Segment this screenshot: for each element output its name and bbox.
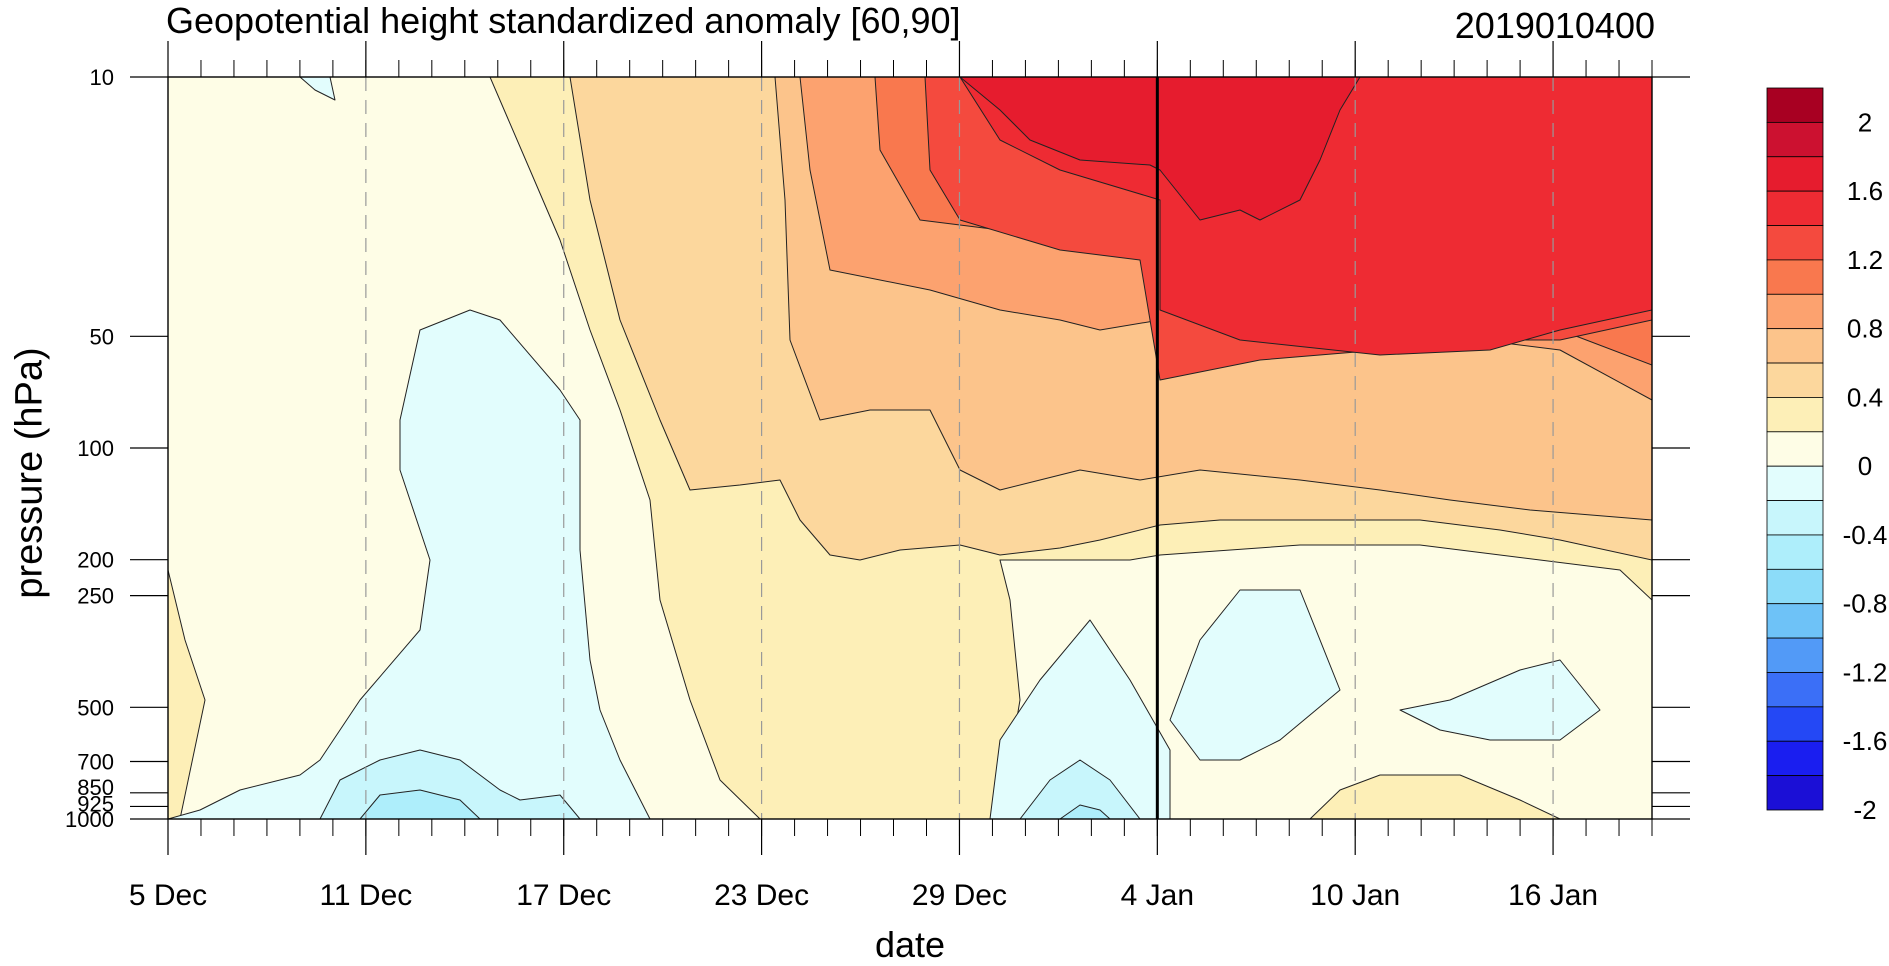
axis-ticks [130,41,1690,855]
x-tick-label: 23 Dec [714,879,809,912]
band-1.6-1.8 [959,77,1361,221]
colorbar-swatch [1766,568,1824,605]
band-neg0.2-0 [168,309,651,819]
band-neg0.2-0-top [299,77,336,101]
colorbar-swatch [1766,500,1824,536]
x-tick-label: 16 Jan [1508,879,1598,912]
colorbar-swatch [1766,87,1824,123]
colorbar-swatch [1766,706,1824,742]
colorbar-swatch [1766,156,1824,192]
colorbar-label: 1.2 [1847,245,1883,275]
contour-fills [168,77,1652,819]
colorbar-label: -0.4 [1843,520,1888,550]
chart-date-stamp: 2019010400 [1454,5,1655,46]
colorbar-swatch [1766,293,1824,330]
colorbar-label: -2 [1853,795,1876,825]
colorbar-swatch [1766,259,1824,295]
colorbar-swatch [1766,121,1824,158]
colorbar-label: 0 [1858,451,1872,481]
colorbar-label: 1.6 [1847,176,1883,206]
x-tick-label: 11 Dec [319,879,412,912]
x-axis-title: date [874,924,946,965]
colorbar-label: -1.6 [1843,726,1888,756]
band-0.2-0.4-left [168,569,206,819]
x-tick-label: 29 Dec [912,879,1007,912]
y-tick-label: 200 [77,548,114,573]
date-gridlines [365,77,1554,819]
y-tick-label: 500 [77,695,114,720]
y-tick-label: 1000 [65,807,114,832]
band-neg0.2-0-right2 [1399,659,1601,741]
colorbar-swatch [1766,672,1824,708]
y-tick-label: 700 [77,750,114,775]
band-neg0.2-0-center [989,619,1171,819]
y-tick-label: 925 [77,791,114,816]
y-tick-label: 850 [77,775,114,800]
band-neg0.4-0.2-c [1019,759,1141,819]
colorbar-swatch [1766,362,1824,398]
colorbar-label: -0.8 [1843,589,1888,619]
colorbar-swatch [1766,465,1824,501]
colorbar-swatch [1766,397,1824,433]
x-tick-label: 5 Dec [129,879,207,912]
x-tick-label: 4 Jan [1121,879,1194,912]
colorbar-swatch [1766,328,1824,364]
band-neg0.6-0.4-c [1059,804,1111,819]
colorbar-swatch [1766,637,1824,673]
colorbar: 2 1.6 1.2 0.8 0.4 0 -0.4 -0.8 -1.2 -1.6 -2 [1766,87,1888,825]
colorbar-label: 0.4 [1847,382,1883,412]
colorbar-label: -1.2 [1843,657,1888,687]
colorbar-label: 2 [1858,107,1872,137]
colorbar-swatch [1766,740,1824,777]
colorbar-swatch [1766,225,1824,261]
colorbar-swatch [1766,775,1824,811]
x-tick-label: 10 Jan [1310,879,1400,912]
axis-tick-labels: 5 Dec 11 Dec 17 Dec 23 Dec 29 Dec 4 Jan 10 Jan… [65,65,1598,912]
chart-title: Geopotential height standardized anomaly… [166,0,961,41]
x-tick-label: 17 Dec [516,879,611,912]
band-neg0.2-0-right [1169,589,1341,761]
y-tick-label: 10 [90,65,114,90]
colorbar-swatch [1766,534,1824,570]
y-tick-label: 50 [90,324,114,349]
y-tick-label: 100 [77,436,114,461]
colorbar-swatch [1766,431,1824,467]
band-0.2-0.4-bottom [1309,774,1561,819]
y-tick-label: 250 [77,584,114,609]
colorbar-label: 0.8 [1847,314,1883,344]
colorbar-swatch [1766,603,1824,639]
band-neg0.6-0.4 [359,789,481,819]
colorbar-swatch [1766,190,1824,226]
